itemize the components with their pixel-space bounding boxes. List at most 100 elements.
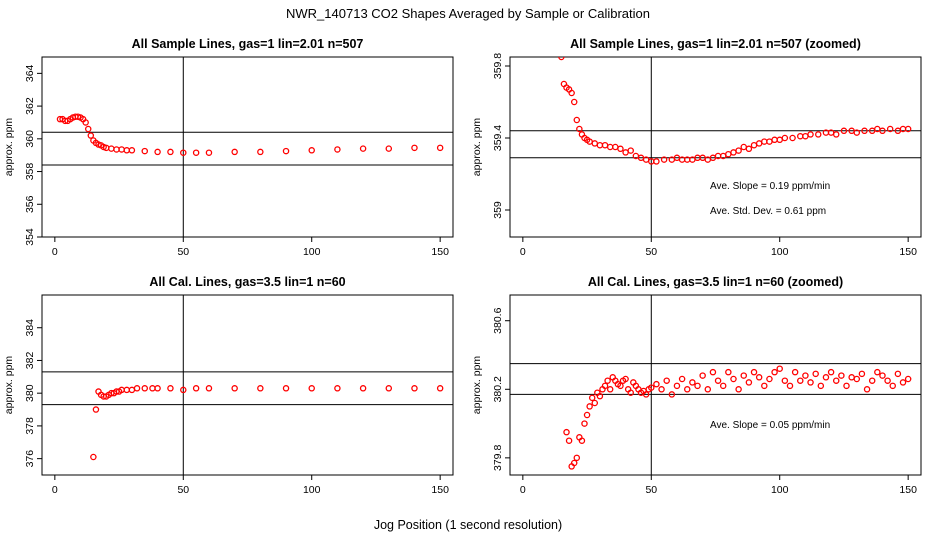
plot-frame	[509, 294, 922, 476]
data-point	[735, 147, 742, 154]
data-point	[776, 365, 783, 372]
data-point	[563, 428, 570, 436]
data-point	[586, 403, 593, 410]
data-point	[558, 57, 565, 61]
data-point	[154, 385, 161, 392]
data-point	[411, 144, 418, 152]
data-point	[606, 386, 614, 393]
data-point	[601, 382, 609, 390]
data-point	[436, 385, 444, 392]
data-point	[167, 148, 174, 156]
data-point	[604, 377, 611, 384]
data-point	[622, 149, 629, 156]
x-tick-label: 0	[52, 246, 58, 258]
data-point	[853, 129, 861, 136]
panel-1: All Sample Lines, gas=1 lin=2.01 n=507 0 5…	[3, 37, 454, 258]
data-point	[848, 374, 855, 381]
data-point	[740, 372, 748, 379]
x-tick-label: 50	[645, 484, 657, 496]
data-point	[118, 146, 125, 153]
data-point	[761, 382, 768, 390]
data-point	[133, 385, 141, 392]
data-point	[308, 147, 315, 154]
y-tick-label: 378	[24, 417, 36, 435]
data-point	[642, 391, 650, 398]
x-tick-label: 0	[520, 246, 526, 258]
data-point	[192, 385, 200, 392]
data-point	[149, 385, 156, 392]
data-point	[627, 389, 634, 396]
data-point	[570, 459, 578, 467]
y-tick-label: 384	[24, 319, 36, 337]
x-tick-label: 50	[177, 246, 189, 258]
data-point	[257, 385, 264, 392]
data-points	[563, 365, 912, 470]
y-tick-label: 376	[24, 450, 36, 468]
data-point	[653, 380, 660, 388]
data-points	[56, 113, 444, 156]
x-tick-label: 150	[431, 246, 449, 258]
data-point	[832, 377, 840, 384]
x-tick-label: 150	[899, 246, 917, 258]
data-point	[904, 125, 912, 133]
data-point	[141, 147, 148, 155]
data-point	[904, 375, 912, 383]
data-point	[167, 385, 174, 392]
data-point	[725, 368, 732, 376]
data-point	[689, 379, 696, 386]
panel-title: All Sample Lines, gas=1 lin=2.01 n=507	[132, 37, 364, 51]
x-tick-label: 0	[52, 484, 58, 496]
data-points	[558, 57, 912, 165]
data-point	[745, 379, 753, 386]
data-point	[612, 143, 619, 151]
y-tick-label: 382	[24, 352, 36, 370]
data-point	[606, 143, 614, 151]
data-point	[653, 158, 660, 165]
data-point	[385, 145, 393, 152]
data-point	[740, 143, 748, 151]
data-point	[755, 140, 763, 147]
data-point	[90, 453, 97, 461]
data-point	[699, 372, 706, 379]
data-point	[568, 89, 575, 97]
data-point	[725, 150, 732, 158]
data-point	[709, 368, 717, 376]
data-point	[781, 134, 789, 142]
panels: All Sample Lines, gas=1 lin=2.01 n=507 0 5…	[3, 37, 922, 496]
panel-3: All Cal. Lines, gas=3.5 lin=1 n=60 0 50 100…	[3, 275, 454, 496]
data-point	[886, 125, 894, 133]
data-point	[889, 382, 896, 390]
data-point	[648, 384, 655, 391]
data-point	[617, 145, 624, 153]
data-point	[601, 141, 609, 149]
data-point	[832, 131, 840, 138]
data-point	[359, 385, 367, 392]
y-tick-label: 380.6	[492, 307, 504, 333]
x-tick-label: 0	[520, 484, 526, 496]
data-point	[755, 374, 763, 381]
data-point	[660, 156, 668, 163]
data-point	[627, 147, 634, 154]
data-point	[822, 374, 830, 381]
data-point	[719, 382, 727, 390]
data-point	[673, 382, 681, 390]
data-point	[573, 454, 581, 462]
data-point	[192, 149, 200, 156]
annotation: Ave. Slope = 0.19 ppm/min	[710, 181, 830, 192]
data-point	[838, 372, 845, 379]
y-tick-label: 360	[24, 130, 36, 148]
data-point	[282, 385, 290, 392]
data-point	[771, 136, 778, 144]
data-point	[308, 385, 315, 392]
data-point	[588, 394, 596, 402]
plot-frame	[41, 294, 454, 476]
data-point	[411, 385, 418, 392]
data-point	[750, 368, 758, 376]
data-point	[570, 98, 578, 106]
data-point	[108, 145, 115, 152]
data-point	[863, 386, 871, 393]
x-tick-label: 150	[899, 484, 917, 496]
data-point	[714, 377, 722, 384]
data-point	[807, 379, 814, 386]
